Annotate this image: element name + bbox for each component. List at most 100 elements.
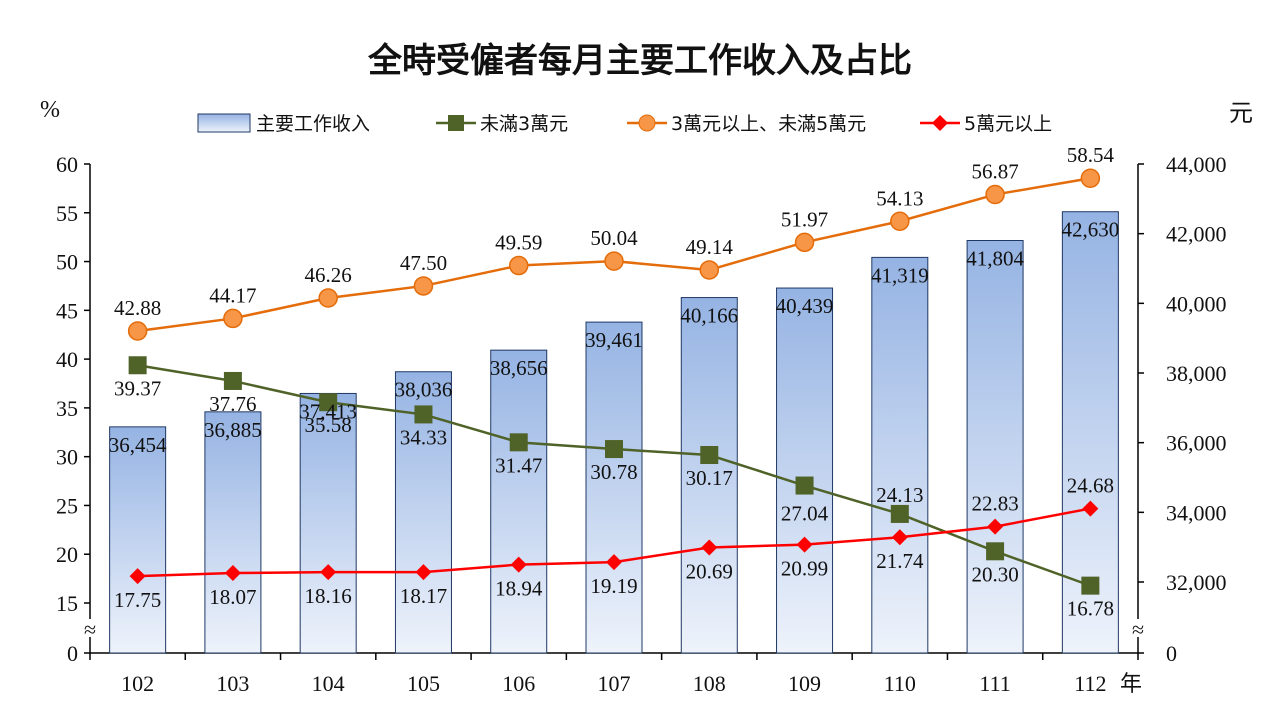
30k50k-label: 44.17	[209, 283, 256, 307]
income-bar	[966, 239, 1024, 654]
30k50k-point	[508, 255, 529, 276]
under30k-point	[986, 542, 1005, 561]
income-bar-label: 36,885	[204, 418, 262, 442]
30k50k-label: 47.50	[400, 251, 447, 275]
30k50k-label: 51.97	[781, 207, 828, 231]
under30k-label: 37.76	[209, 392, 256, 416]
legend-bar-swatch	[197, 113, 251, 133]
bars	[109, 211, 1119, 654]
legend-over50k-label: 5萬元以上	[964, 113, 1052, 135]
over50k-point	[1082, 500, 1099, 517]
income-bar	[204, 411, 262, 654]
left-tick-label: 20	[56, 542, 78, 567]
over50k-point	[320, 564, 337, 581]
30k50k-point	[604, 251, 624, 271]
30k50k-label: 49.14	[686, 235, 734, 259]
left-tick-label: 50	[56, 250, 78, 275]
30k50k-point	[985, 184, 1005, 205]
left-tick-label: 40	[56, 347, 78, 372]
left-tick-label: 30	[56, 445, 78, 470]
over50k-label: 20.99	[781, 557, 828, 581]
x-axis-unit: 年	[1120, 671, 1142, 696]
over50k-point	[510, 556, 527, 573]
under30k-label: 20.30	[971, 562, 1018, 586]
legend-under30k-marker	[448, 115, 464, 131]
left-tick-label: 15	[56, 591, 78, 616]
left-tick-label: 45	[56, 298, 78, 323]
data-labels: 36,454 36,885 37,413 38,036 38,656 39,461 40,1…	[109, 143, 1119, 620]
right-tick-label: 34,000	[1166, 500, 1227, 525]
under30k-point	[795, 476, 814, 495]
under30k-point	[700, 446, 719, 465]
over50k-point	[796, 536, 813, 553]
under30k-label: 24.13	[876, 483, 923, 507]
income-bar	[109, 426, 167, 654]
under30k-label: 30.17	[686, 466, 733, 490]
income-bar	[680, 297, 738, 654]
legend-30k50k-label: 3萬元以上、未滿5萬元	[671, 113, 866, 135]
income-bar-label: 40,166	[680, 304, 738, 328]
x-tick-label: 108	[693, 671, 726, 696]
legend-under30k-label: 未滿3萬元	[480, 113, 568, 135]
over50k-point	[987, 518, 1004, 535]
right-axis-unit: 元	[1229, 101, 1253, 127]
left-tick-label: 35	[56, 396, 78, 421]
30k50k-point	[699, 260, 720, 280]
over50k-point	[891, 529, 908, 546]
right-tick-label: 44,000	[1166, 152, 1227, 177]
income-bar-label: 39,461	[585, 328, 643, 352]
left-axis-unit: %	[40, 97, 60, 123]
x-tick-label: 103	[216, 671, 249, 696]
over50k-label: 19.19	[590, 574, 637, 598]
over50k-label: 22.83	[971, 492, 1018, 516]
30k50k-point	[890, 211, 910, 232]
over50k-label: 21.74	[876, 549, 924, 573]
left-tick-label: 25	[56, 493, 78, 518]
under30k-label: 27.04	[781, 502, 829, 526]
income-bar-label: 41,804	[966, 246, 1024, 270]
legend: 主要工作收入 未滿3萬元 3萬元以上、未滿5萬元 5萬元以上	[197, 113, 1052, 135]
under30k-point	[319, 393, 338, 412]
legend-over50k-marker	[932, 115, 948, 131]
under30k-label: 35.58	[305, 413, 352, 437]
left-tick-label: 60	[56, 152, 78, 177]
income-bar	[299, 392, 357, 654]
over50k-label: 20.69	[686, 559, 733, 583]
under30k-point	[223, 371, 242, 390]
income-bar-label: 40,439	[776, 294, 834, 318]
legend-bar-label: 主要工作收入	[256, 113, 370, 135]
income-bar-label: 37,413	[299, 399, 357, 423]
over50k-point	[606, 554, 622, 571]
under30k-label: 39.37	[114, 376, 161, 400]
under30k-point	[890, 504, 909, 523]
income-bar-label: 42,630	[1061, 218, 1119, 242]
income-bar-label: 38,656	[490, 356, 548, 380]
axis-break-icon: ≈	[84, 617, 96, 642]
30k50k-label: 49.59	[495, 231, 542, 255]
right-tick-label: 32,000	[1166, 570, 1227, 595]
left-tick-label: 55	[56, 201, 78, 226]
over50k-point	[415, 564, 432, 581]
over50k-label: 18.94	[495, 577, 543, 601]
over50k-point	[701, 539, 718, 556]
x-tick-label: 104	[312, 671, 345, 696]
30k50k-point	[1080, 168, 1101, 188]
30k50k-label: 58.54	[1067, 143, 1115, 167]
under30k-label: 16.78	[1067, 597, 1114, 621]
30k50k-point	[413, 276, 434, 296]
30k50k-label: 56.87	[971, 160, 1018, 184]
income-bar-label: 41,319	[871, 263, 929, 287]
under30k-point	[509, 433, 528, 452]
left-tick-label: 0	[67, 641, 78, 666]
income-bar-label: 38,036	[395, 378, 453, 402]
right-tick-label: 0	[1166, 641, 1177, 666]
right-tick-label: 42,000	[1166, 222, 1227, 247]
x-tick-label: 105	[407, 671, 440, 696]
30k50k-point	[127, 321, 148, 341]
over50k-label: 18.16	[305, 584, 352, 608]
over50k-label: 18.17	[400, 584, 447, 608]
over50k-point	[129, 568, 146, 585]
legend-30k50k-marker	[638, 114, 656, 132]
over50k-label: 24.68	[1067, 474, 1114, 498]
30k50k-label: 50.04	[590, 226, 638, 250]
